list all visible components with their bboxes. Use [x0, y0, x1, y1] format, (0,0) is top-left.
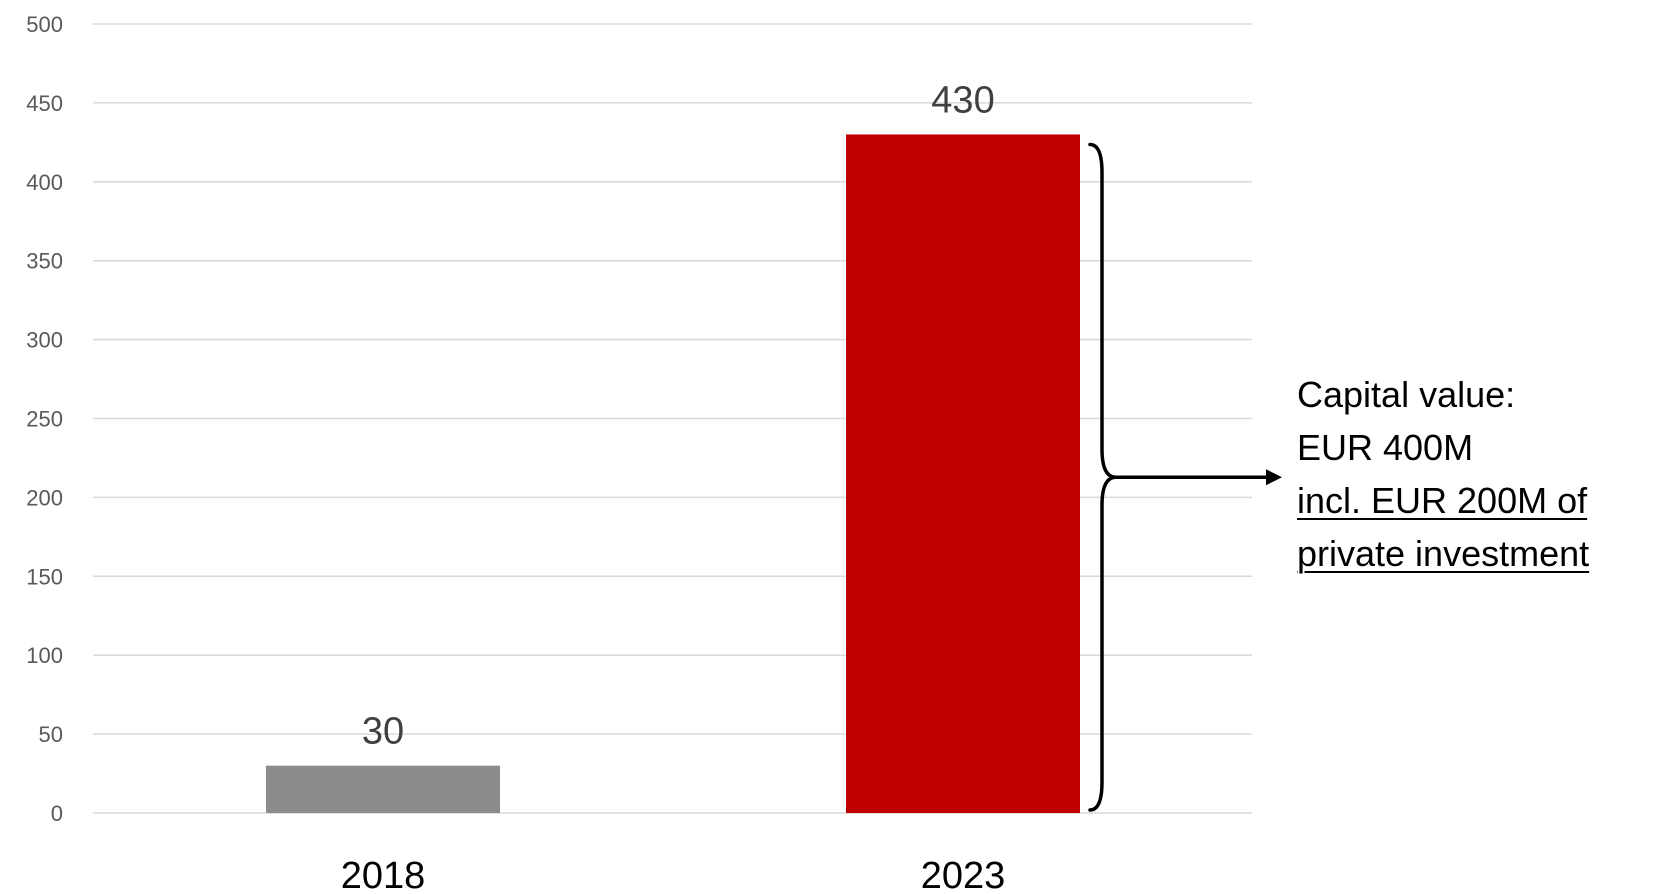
curly-bracket — [1088, 142, 1117, 812]
x-axis-category-labels: 2018 2023 — [341, 855, 1006, 894]
capital-value-annotation: Capital value: EUR 400M incl. EUR 200M o… — [1297, 368, 1667, 580]
y-tick-label-300: 300 — [26, 328, 63, 353]
y-tick-label-350: 350 — [26, 249, 63, 274]
data-label-2023: 430 — [931, 79, 994, 121]
annotation-line-incl-private: incl. EUR 200M of — [1297, 480, 1588, 521]
annotation-line-eur-400m: EUR 400M — [1297, 427, 1474, 468]
y-tick-label-450: 450 — [26, 91, 63, 116]
y-tick-label-200: 200 — [26, 485, 63, 510]
y-tick-label-100: 100 — [26, 643, 63, 668]
bars — [266, 134, 1080, 813]
annotation-arrow-head — [1266, 469, 1282, 486]
y-axis-tick-labels: 0 50 100 150 200 250 300 350 400 450 500 — [26, 12, 63, 826]
bar-2023 — [846, 134, 1080, 813]
bar-2018 — [266, 765, 500, 813]
annotation-line-private-investment: private investment — [1297, 533, 1590, 574]
gridlines — [93, 23, 1252, 814]
data-label-2018: 30 — [362, 711, 404, 753]
x-tick-label-2023: 2023 — [921, 855, 1006, 894]
data-labels: 30 430 — [362, 79, 995, 752]
y-tick-label-250: 250 — [26, 407, 63, 432]
curly-bracket-annotation — [1088, 142, 1282, 812]
y-tick-label-0: 0 — [51, 801, 63, 826]
y-tick-label-500: 500 — [26, 12, 63, 37]
annotation-line-capital-value: Capital value: — [1297, 374, 1516, 415]
y-tick-label-50: 50 — [39, 722, 63, 747]
x-tick-label-2018: 2018 — [341, 855, 426, 894]
y-tick-label-150: 150 — [26, 564, 63, 589]
y-tick-label-400: 400 — [26, 170, 63, 195]
